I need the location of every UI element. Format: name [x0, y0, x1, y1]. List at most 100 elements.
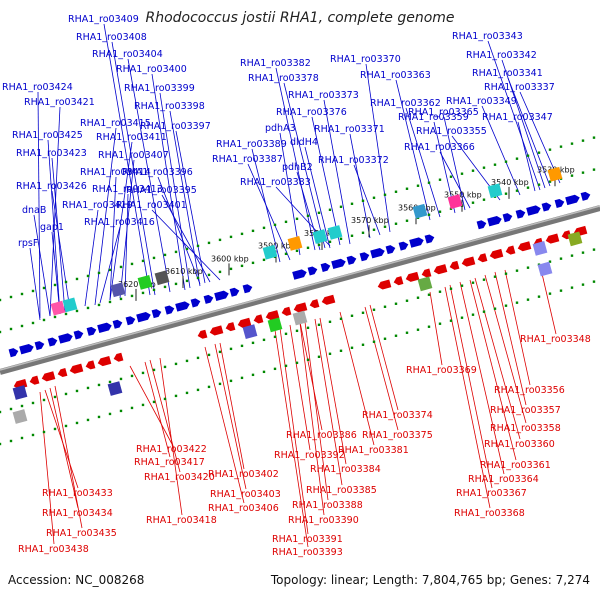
track-dot: [339, 237, 343, 240]
forward-gene: [398, 241, 409, 251]
gene-label: RHA1_ro03433: [42, 488, 113, 499]
leader-line: [353, 164, 381, 236]
track-dot: [86, 386, 90, 390]
track-dot: [262, 258, 266, 262]
gene-label: RHA1_ro03368: [454, 508, 525, 519]
leader-line: [247, 163, 291, 261]
gene-label: RHA1_ro03378: [248, 73, 319, 84]
track-dot: [339, 317, 343, 320]
track-dot: [185, 391, 189, 395]
track-dot: [559, 257, 563, 260]
track-dot: [405, 331, 409, 334]
blast-block: [242, 324, 258, 340]
reverse-gene: [265, 310, 280, 321]
tick-label: 3590 kbp: [258, 242, 296, 251]
gene-label: RHA1_ro03392: [274, 450, 345, 461]
gene-label: RHA1_ro03419: [62, 200, 133, 211]
track-dot: [0, 330, 2, 334]
gene-label: RHA1_ro03411: [96, 132, 167, 143]
gene-label: RHA1_ro03391: [272, 534, 343, 545]
track-dot: [581, 171, 585, 174]
leader-line: [151, 73, 186, 291]
leader-line: [517, 121, 536, 192]
track-dot: [152, 400, 156, 404]
track-dot: [240, 264, 244, 268]
track-dot: [75, 277, 79, 281]
reverse-gene: [421, 268, 432, 278]
track-dot: [383, 305, 387, 308]
leader-line: [144, 361, 171, 458]
track-dot: [537, 183, 541, 186]
leader-line: [283, 82, 326, 249]
forward-gene: [164, 305, 175, 315]
forward-gene: [331, 258, 346, 270]
leader-line: [129, 365, 173, 445]
leader-line: [494, 271, 527, 406]
blast-block: [137, 274, 153, 290]
track-dot: [295, 361, 299, 365]
leader-line: [39, 391, 55, 545]
reverse-gene: [321, 294, 336, 305]
reverse-gene: [393, 276, 404, 286]
track-dot: [207, 241, 211, 245]
tick-label: 3600 kbp: [211, 254, 249, 263]
gene-label: RHA1_ro03369: [406, 365, 477, 376]
blast-block: [412, 203, 428, 219]
track-dot: [394, 222, 398, 225]
gene-label: RHA1_ro03347: [482, 112, 553, 123]
gene-label: pdhB2: [282, 162, 313, 173]
track-dot: [471, 169, 475, 172]
track-dot: [152, 368, 156, 372]
track-dot: [427, 181, 431, 184]
forward-gene: [320, 262, 331, 272]
leader-line: [175, 130, 206, 284]
track-dot: [493, 275, 497, 278]
gene-label: RHA1_ro03403: [210, 489, 281, 500]
leader-line: [395, 79, 431, 221]
gene-label: RHA1_ro03425: [12, 130, 83, 141]
forward-gene: [359, 252, 370, 262]
leader-line: [37, 91, 41, 319]
forward-gene: [136, 311, 151, 323]
track-dot: [163, 365, 167, 369]
leader-line: [47, 139, 61, 315]
gene-label: dldH4: [290, 137, 318, 148]
track-dot: [0, 442, 2, 446]
leader-line: [204, 346, 245, 504]
reverse-gene: [57, 368, 68, 378]
track-dot: [526, 266, 530, 269]
track-dot: [75, 389, 79, 393]
track-dot: [130, 406, 134, 410]
gene-label: RHA1_ro03375: [362, 430, 433, 441]
track-dot: [284, 332, 288, 336]
blast-block: [487, 183, 503, 199]
gene-label: RHA1_ro03390: [288, 515, 359, 526]
forward-gene: [409, 237, 424, 248]
gene-label: RHA1_ro03435: [46, 528, 117, 539]
track-dot: [218, 382, 222, 386]
tick-label: 3620 kbp: [118, 280, 156, 289]
track-dot: [361, 199, 365, 202]
leader-line: [507, 77, 551, 187]
gene-label: RHA1_ro03418: [146, 515, 217, 526]
leader-line: [103, 23, 151, 296]
blast-block: [547, 166, 563, 182]
leader-line: [51, 190, 71, 311]
gene-label: RHA1_ro03373: [288, 90, 359, 101]
leader-line: [364, 306, 399, 431]
track-dot: [53, 395, 57, 399]
track-dot: [295, 329, 299, 333]
track-dot: [405, 219, 409, 222]
leader-line: [314, 318, 343, 486]
track-dot: [130, 262, 134, 266]
leader-line: [323, 99, 351, 245]
track-dot: [295, 249, 299, 253]
leader-line: [219, 342, 245, 470]
track-dot: [141, 259, 145, 263]
leader-line: [289, 324, 311, 451]
forward-gene: [370, 248, 385, 259]
blast-block: [312, 229, 328, 244]
reverse-gene: [489, 248, 504, 259]
track-dot: [339, 349, 343, 352]
